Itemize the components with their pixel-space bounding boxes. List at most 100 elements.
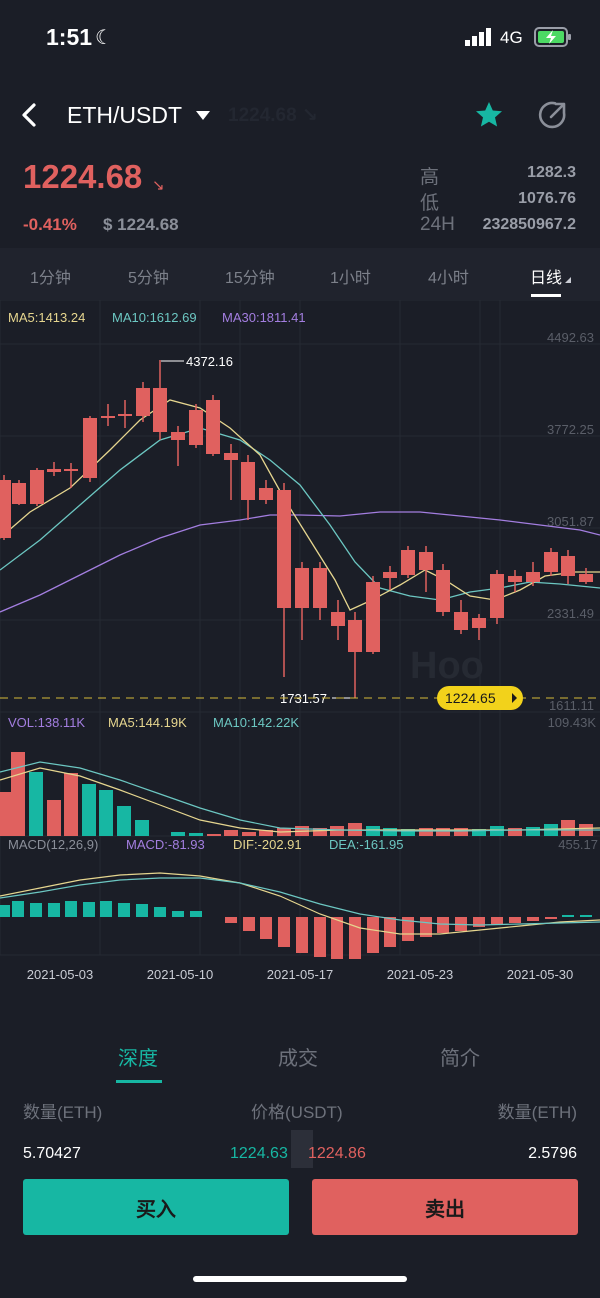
candle-body [579,574,593,582]
current-price-tag-text: 1224.65 [445,690,496,706]
price-axis-4: 2331.49 [547,606,594,621]
usd-price: $ 1224.68 [103,215,179,234]
macd-bar [296,917,308,953]
volume-bar [189,833,203,836]
bid-qty: 5.70427 [23,1145,81,1162]
ticker-summary: 1224.68 ↘ -0.41% $ 1224.68 高 1282.3 低 10… [0,150,600,246]
tab-daily[interactable]: 日线 [530,270,563,287]
volume-bar [436,828,450,836]
candle-body [259,488,273,500]
price-change: -0.41% [23,215,77,234]
macd-bar [190,911,202,917]
tab-5min[interactable]: 5分钟 [128,270,169,287]
stat-label-high: 高 [420,167,440,188]
chart-grid [0,300,600,956]
dif-label: DIF:-202.91 [233,837,302,852]
candle-body [64,469,78,471]
candle-body [366,582,380,652]
macd-bar [349,917,361,959]
volume-bar [472,829,486,836]
volume-bar [64,773,78,836]
candle-body [189,410,203,445]
macd-bar [30,903,42,917]
high-marker: 4372.16 [186,354,233,369]
macd-bar [367,917,379,953]
volume-bar [207,834,221,836]
macd-bar [509,917,521,923]
macd-bar [154,907,166,917]
volume-bar [117,806,131,836]
macd-bar [12,901,24,917]
macd-params-label: MACD(12,26,9) [8,837,98,852]
candle-body [12,483,26,504]
vol-ma5-path [0,767,600,833]
candle-body [30,470,44,504]
candle-body [295,568,309,608]
volume-bar [383,828,397,836]
tab-depth[interactable]: 深度 [118,1048,158,1070]
volume-bar [99,790,113,836]
home-indicator[interactable] [193,1276,407,1282]
macd-bar [83,902,95,917]
battery-icon [534,27,571,47]
active-tab-indicator [531,294,561,297]
volume-bar [171,832,185,836]
macd-bars [0,872,600,959]
tab-1hour[interactable]: 1小时 [330,270,371,287]
header-ghost-price: 1224.68 ↘ [228,105,318,126]
candle-body [101,416,115,418]
candle-body [118,414,132,416]
header-bid-qty: 数量(ETH) [23,1103,103,1122]
date-label-4: 2021-05-23 [387,967,454,982]
date-label-1: 2021-05-03 [27,967,94,982]
vol-axis: 109.43K [548,715,597,730]
candle-body [47,469,61,472]
stat-value-24h: 232850967.2 [482,216,576,233]
candle-body [401,550,415,575]
top-nav: ETH/USDT 1224.68 ↘ [0,90,600,140]
candle-body [348,620,362,652]
volume-bar [259,830,273,836]
active-bottom-tab-indicator [116,1080,162,1083]
price-axis-3: 3051.87 [547,514,594,529]
pair-selector[interactable]: ETH/USDT [67,102,182,128]
kline-chart[interactable]: MA5:1413.24 MA10:1612.69 MA30:1811.41 44… [0,300,600,990]
signal-icon [465,28,491,46]
sell-button[interactable]: 卖出 [312,1179,578,1235]
tab-15min[interactable]: 15分钟 [225,270,275,287]
volume-bars [0,752,600,836]
candle-body [454,612,468,630]
candle-body [83,418,97,478]
back-icon[interactable] [18,102,42,128]
stat-label-24h: 24H [420,214,455,235]
candle-body [224,453,238,460]
candle-body [472,618,486,628]
price-axis-5: 1611.11 [549,698,594,713]
current-price-tag[interactable] [437,686,523,710]
ask-qty: 2.5796 [528,1145,577,1162]
share-icon[interactable] [537,99,569,131]
vol-ma5-label: MA5:144.19K [108,715,187,730]
tab-trades[interactable]: 成交 [278,1048,318,1070]
corner-triangle-icon [565,277,571,283]
macd-bar [243,917,255,931]
tab-1min[interactable]: 1分钟 [30,270,71,287]
tab-4hour[interactable]: 4小时 [428,270,469,287]
macd-bar [437,917,449,933]
favorite-star-icon[interactable] [473,99,505,131]
macd-bar [172,911,184,917]
candle-body [419,552,433,570]
clock: 1:51 [46,24,93,50]
depth-divider [291,1130,313,1168]
macd-bar [562,915,574,917]
macd-bar [225,917,237,923]
volume-bar [561,820,575,836]
tab-info[interactable]: 简介 [440,1048,480,1070]
chevron-down-icon[interactable] [196,111,210,120]
chevron-right-icon [512,693,517,703]
vol-label: VOL:138.11K [8,715,85,730]
buy-button[interactable]: 买入 [23,1179,289,1235]
timeframe-tabs: 1分钟 5分钟 15分钟 1小时 4小时 日线 [0,248,600,300]
volume-bar [313,828,327,836]
price-axis-1: 4492.63 [547,330,594,345]
